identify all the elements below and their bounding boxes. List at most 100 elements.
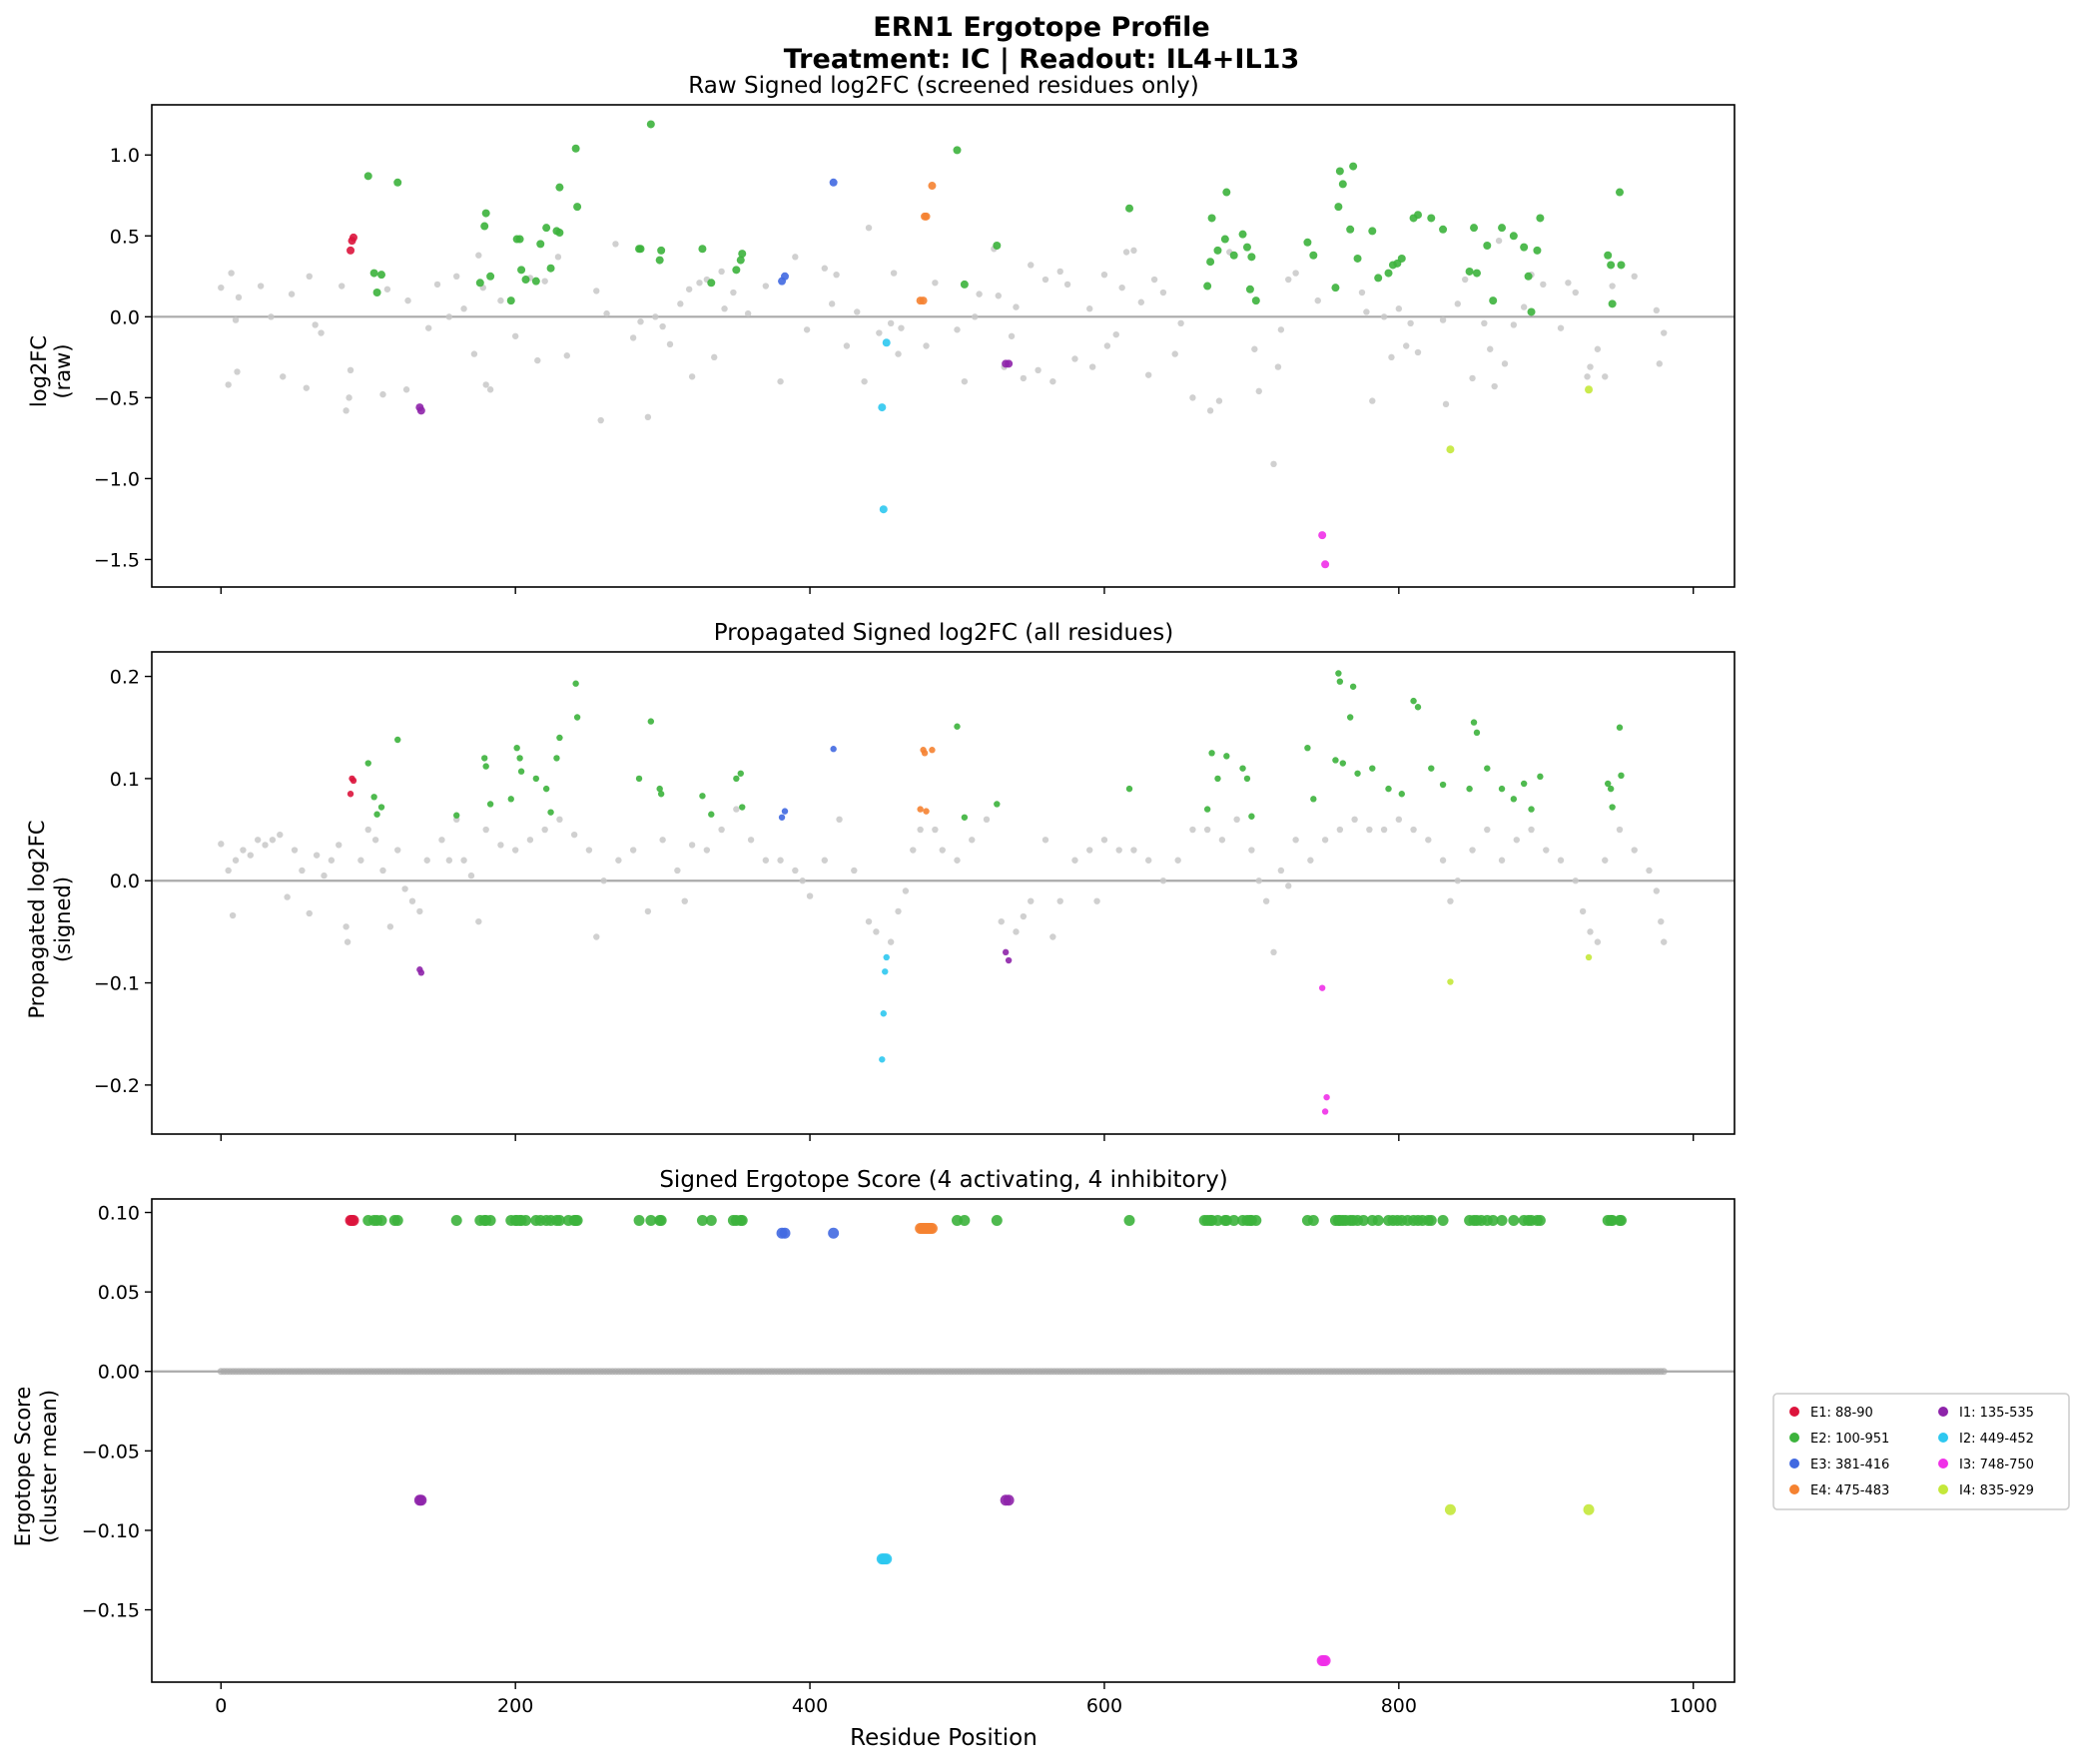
background-point bbox=[288, 291, 296, 297]
point-e2 bbox=[1414, 211, 1422, 220]
point-e2 bbox=[363, 172, 372, 181]
background-point bbox=[486, 386, 494, 393]
point-e2 bbox=[1414, 704, 1422, 711]
point-e2 bbox=[1439, 781, 1447, 789]
point-e2 bbox=[736, 1214, 748, 1226]
point-e2 bbox=[372, 289, 381, 297]
x-tick-label: 400 bbox=[792, 1695, 828, 1717]
background-point bbox=[1410, 826, 1417, 834]
point-e4 bbox=[919, 296, 928, 305]
background-point bbox=[394, 847, 401, 854]
background-point bbox=[1314, 296, 1321, 304]
point-e2 bbox=[1346, 714, 1354, 721]
background-point bbox=[1100, 271, 1108, 279]
background-point bbox=[1008, 332, 1016, 339]
background-point bbox=[1130, 847, 1137, 854]
background-point bbox=[1469, 374, 1476, 382]
background-point bbox=[1557, 324, 1565, 331]
point-e2 bbox=[373, 811, 380, 818]
background-point bbox=[1063, 281, 1071, 289]
background-point bbox=[1270, 948, 1277, 956]
point-e4 bbox=[923, 808, 930, 815]
y-tick-label: −0.2 bbox=[94, 1075, 140, 1097]
point-e2 bbox=[1304, 744, 1311, 752]
point-i4 bbox=[1444, 1503, 1456, 1515]
point-e2 bbox=[1208, 750, 1215, 757]
background-point bbox=[280, 373, 287, 380]
background-point bbox=[401, 885, 408, 892]
background-point bbox=[637, 317, 644, 325]
point-e2 bbox=[1123, 1214, 1135, 1226]
y-tick-label: −0.10 bbox=[82, 1520, 140, 1542]
background-point bbox=[1439, 316, 1447, 323]
background-point bbox=[1369, 397, 1376, 404]
background-point bbox=[1616, 826, 1624, 834]
point-e2 bbox=[1334, 203, 1343, 212]
background-point bbox=[1439, 857, 1447, 864]
point-e2 bbox=[486, 801, 494, 808]
background-point bbox=[1071, 355, 1078, 362]
point-e4 bbox=[926, 1222, 938, 1234]
point-e2 bbox=[507, 796, 514, 803]
point-i2 bbox=[880, 1010, 887, 1017]
background-point bbox=[1233, 816, 1240, 824]
background-point bbox=[1274, 363, 1282, 370]
background-point bbox=[228, 270, 235, 277]
background-point bbox=[306, 909, 313, 917]
point-e2 bbox=[993, 242, 1002, 251]
background-point bbox=[402, 386, 410, 393]
background-point bbox=[1572, 878, 1579, 884]
point-e2 bbox=[1607, 785, 1615, 793]
point-e3 bbox=[779, 1227, 791, 1239]
background-point bbox=[998, 917, 1005, 925]
legend-label-i3: I3: 748-750 bbox=[1959, 1458, 2034, 1472]
background-point bbox=[902, 887, 910, 894]
y-tick-label: 0.0 bbox=[110, 306, 140, 328]
point-e2 bbox=[1239, 765, 1246, 772]
point-e2 bbox=[1331, 284, 1340, 293]
background-point bbox=[1653, 306, 1661, 314]
background-point bbox=[424, 324, 432, 331]
background-point bbox=[1174, 857, 1181, 864]
point-e2 bbox=[1524, 272, 1533, 281]
background-point bbox=[268, 313, 275, 320]
point-e2 bbox=[394, 736, 401, 744]
background-point bbox=[1215, 397, 1223, 404]
point-e2 bbox=[542, 785, 550, 793]
y-tick-label: −0.05 bbox=[82, 1441, 140, 1463]
background-point bbox=[497, 296, 504, 304]
figure-title-line1: ERN1 Ergotope Profile bbox=[873, 12, 1209, 43]
background-point bbox=[460, 305, 467, 312]
point-e2 bbox=[532, 775, 540, 783]
x-tick-label: 0 bbox=[215, 1695, 227, 1717]
point-e2 bbox=[536, 240, 545, 249]
background-point bbox=[1414, 348, 1422, 356]
point-i1 bbox=[1003, 1494, 1015, 1506]
point-e2 bbox=[732, 266, 741, 275]
background-point bbox=[1020, 912, 1028, 920]
point-e2 bbox=[506, 296, 515, 305]
point-e2 bbox=[1604, 251, 1613, 260]
point-e2 bbox=[1310, 796, 1317, 803]
point-e2 bbox=[1125, 785, 1133, 793]
point-e2 bbox=[1374, 274, 1383, 283]
point-e2 bbox=[375, 1214, 387, 1226]
background-point bbox=[1380, 826, 1388, 834]
point-e2 bbox=[513, 744, 520, 752]
background-point bbox=[218, 284, 225, 292]
point-e2 bbox=[1307, 1214, 1319, 1226]
background-point bbox=[1579, 907, 1587, 915]
background-point bbox=[917, 826, 924, 834]
point-e2 bbox=[633, 1214, 645, 1226]
point-e4 bbox=[917, 806, 924, 813]
point-e2 bbox=[1437, 1214, 1449, 1226]
legend-label-i2: I2: 449-452 bbox=[1959, 1432, 2034, 1447]
background-point bbox=[1495, 237, 1503, 245]
axes-frame bbox=[151, 104, 1736, 588]
point-e2 bbox=[1609, 804, 1616, 811]
legend-marker-e1 bbox=[1789, 1407, 1799, 1417]
background-point bbox=[730, 289, 737, 296]
legend-label-e1: E1: 88-90 bbox=[1810, 1406, 1873, 1421]
point-e2 bbox=[1520, 243, 1529, 252]
background-point bbox=[961, 377, 969, 385]
